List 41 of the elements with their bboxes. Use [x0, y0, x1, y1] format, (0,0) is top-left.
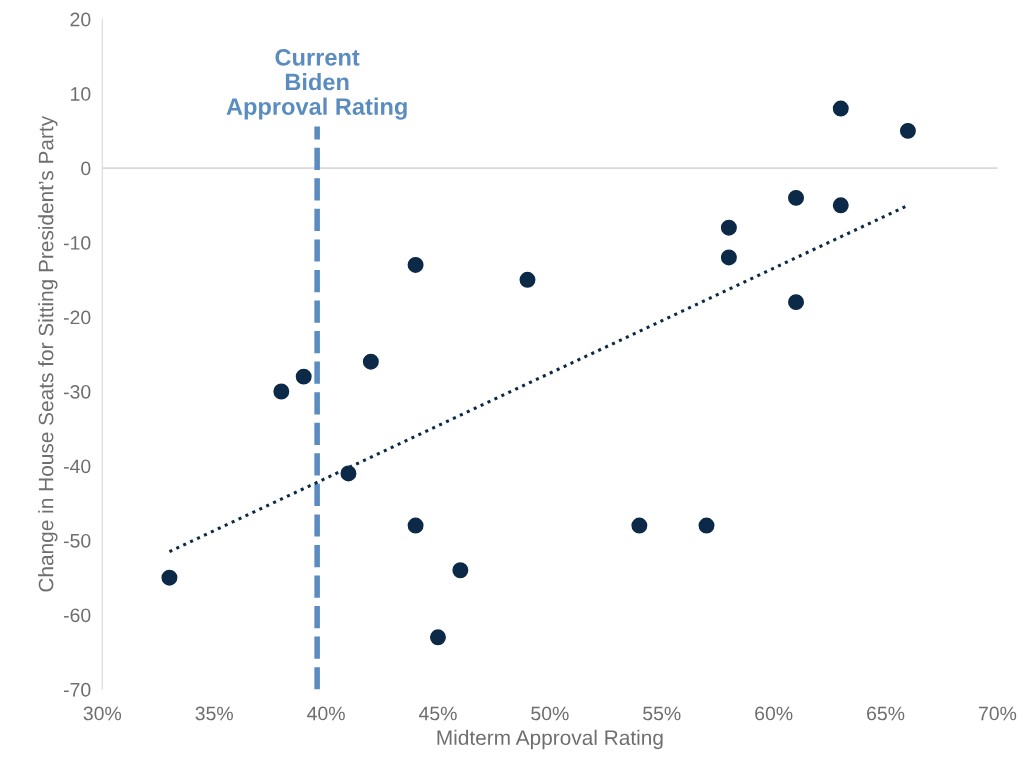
point [407, 517, 424, 534]
y-tick-label: 0 [81, 161, 91, 176]
point [899, 122, 916, 139]
point [161, 569, 178, 586]
y-tick-label: -60 [63, 608, 91, 623]
x-tick-label: 50% [531, 706, 569, 721]
y-tick-label: -30 [63, 384, 91, 399]
x-tick-label: 45% [418, 706, 457, 721]
x-tick-label: 55% [643, 706, 681, 721]
y-axis-title: Change in House Seats for Sitting President’s Party [38, 115, 58, 592]
point [720, 219, 737, 236]
ref-line-label: Current Biden Approval Rating [226, 49, 407, 120]
point [340, 465, 357, 482]
point [788, 189, 805, 206]
y-tick-label: -70 [63, 682, 91, 697]
x-axis-title: Midterm Approval Rating [437, 729, 663, 750]
point [631, 517, 648, 534]
point [362, 353, 379, 370]
y-tick-label: -20 [63, 310, 91, 325]
x-tick-label: 60% [755, 706, 793, 721]
x-tick-label: 35% [195, 706, 233, 721]
x-tick-label: 70% [978, 706, 1017, 721]
point [452, 562, 469, 579]
x-tick-label: 30% [83, 706, 122, 721]
x-tick-label: 40% [307, 706, 345, 721]
y-tick-label: -50 [63, 533, 91, 548]
y-tick-label: 10 [71, 87, 91, 101]
y-tick-label: 20 [70, 12, 91, 27]
y-tick-label: -40 [63, 459, 91, 474]
point [698, 517, 715, 534]
point [720, 249, 737, 266]
point [788, 294, 805, 311]
point [407, 256, 424, 273]
point [295, 368, 312, 385]
point [832, 197, 849, 214]
x-tick-label: 65% [867, 706, 905, 721]
point [273, 383, 290, 400]
point [832, 100, 849, 117]
y-tick-label: -10 [63, 236, 91, 250]
point [519, 271, 536, 288]
point [429, 629, 446, 646]
